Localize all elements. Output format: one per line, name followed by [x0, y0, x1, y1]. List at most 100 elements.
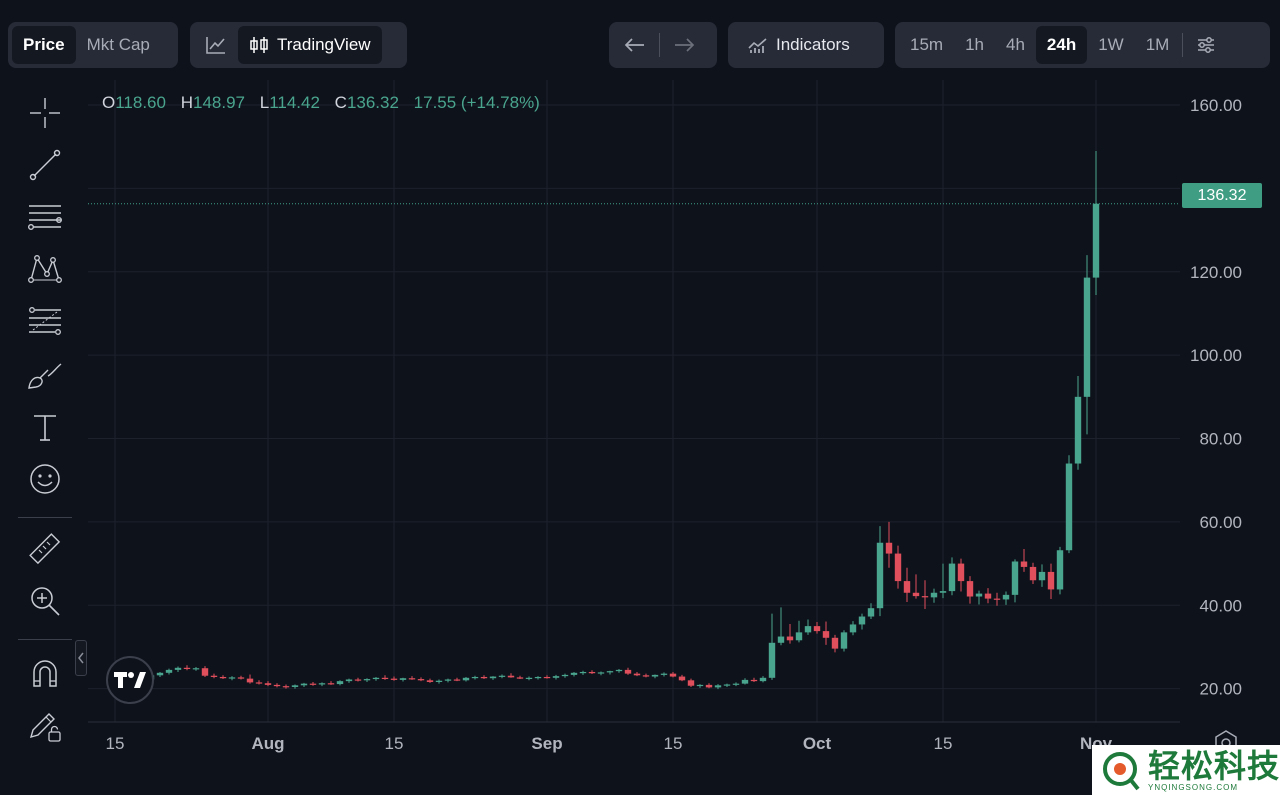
candle-body: [804, 626, 812, 633]
tab-tradingview[interactable]: TradingView: [238, 26, 382, 64]
candle-body: [273, 684, 281, 687]
y-tick-label: 20.00: [1199, 680, 1242, 699]
candle-body: [309, 683, 317, 685]
magnet-tool[interactable]: [24, 654, 66, 696]
magnet-icon: [28, 656, 62, 695]
open-value: 118.60: [115, 93, 166, 112]
candle-body: [615, 669, 623, 672]
candle-body: [948, 563, 956, 592]
candle-body: [363, 679, 371, 681]
candle-body: [255, 682, 263, 684]
candle-body: [525, 677, 533, 680]
interval-1m[interactable]: 1M: [1145, 35, 1170, 54]
back-button[interactable]: [613, 26, 657, 64]
candle-body: [876, 542, 884, 609]
tab-mkt-cap[interactable]: Mkt Cap: [86, 35, 150, 54]
collapse-toolbar-button[interactable]: [75, 640, 87, 676]
candles: [111, 150, 1100, 690]
sliders-icon: [1196, 36, 1216, 54]
low-value: 114.42: [269, 93, 320, 112]
interval-24h[interactable]: 24h: [1035, 26, 1088, 64]
candle-body: [642, 675, 650, 677]
candle-body: [669, 673, 677, 677]
candle-body: [813, 626, 821, 632]
candle-body: [1065, 463, 1073, 551]
pattern-tool[interactable]: [24, 250, 66, 292]
candle-body: [444, 679, 452, 681]
brush-tool[interactable]: [24, 356, 66, 398]
candle-body: [471, 676, 479, 679]
arrow-right-icon: [673, 37, 695, 53]
x-axis: 15 Aug 15 Sep 15 Oct 15 Nov: [106, 734, 1113, 753]
candle-body: [507, 675, 515, 678]
text-tool[interactable]: [24, 408, 66, 450]
high-key: H: [180, 93, 193, 112]
forward-button[interactable]: [662, 26, 706, 64]
x-tick-label: 15: [385, 734, 404, 753]
indicators-button[interactable]: Indicators: [732, 26, 861, 64]
candle-body: [732, 683, 740, 685]
fib-tool[interactable]: [24, 302, 66, 344]
zoom-in-tool[interactable]: [24, 582, 66, 624]
arrow-left-icon: [624, 37, 646, 53]
ruler-tool[interactable]: [24, 530, 66, 572]
crosshair-tool[interactable]: [24, 94, 66, 136]
change-value: 17.55 (+14.78%): [413, 93, 540, 112]
horizontal-lines-icon: [27, 200, 63, 239]
tab-price[interactable]: Price: [12, 26, 76, 64]
toolbar-separator: [18, 639, 72, 640]
candle-body: [561, 674, 569, 677]
x-tick-label: Oct: [803, 734, 832, 753]
y-tick-label: 60.00: [1199, 513, 1242, 532]
candle-body: [498, 675, 506, 677]
interval-1h[interactable]: 1h: [965, 35, 984, 54]
tab-line-chart[interactable]: [194, 26, 238, 64]
chart-type-group: TradingView: [190, 22, 407, 68]
candle-body: [228, 677, 236, 679]
candle-body: [489, 676, 497, 679]
candle-body: [345, 679, 353, 682]
brush-icon: [26, 358, 64, 397]
candle-body: [1038, 571, 1046, 581]
interval-divider: [1182, 33, 1184, 57]
drawing-toolbar: [0, 88, 90, 795]
candle-body: [174, 667, 182, 670]
candle-body: [390, 678, 398, 680]
trend-line-tool[interactable]: [24, 146, 66, 188]
candle-body: [516, 677, 524, 679]
x-tick-label: Sep: [531, 734, 562, 753]
y-tick-label: 160.00: [1190, 96, 1242, 115]
candle-body: [795, 632, 803, 641]
candle-body: [1011, 561, 1019, 595]
candle-body: [957, 563, 965, 582]
y-tick-label: 80.00: [1199, 430, 1242, 449]
candle-body: [894, 553, 902, 582]
tradingview-logo[interactable]: [106, 656, 154, 704]
candle-body: [552, 676, 560, 678]
lock-drawing-tool[interactable]: [24, 706, 66, 748]
chart-settings-button[interactable]: [1185, 26, 1227, 64]
candle-body: [381, 677, 389, 680]
fib-icon: [27, 304, 63, 343]
candle-body: [336, 681, 344, 685]
watermark-logo-icon: [1100, 749, 1142, 791]
candle-body: [768, 642, 776, 678]
candle-body: [759, 677, 767, 682]
candle-body: [975, 593, 983, 597]
horizontal-lines-tool[interactable]: [24, 198, 66, 240]
candle-body: [399, 678, 407, 680]
candle-body: [597, 672, 605, 674]
candle-body: [1047, 571, 1055, 590]
candle-body: [696, 684, 704, 687]
candle-body: [966, 581, 974, 597]
interval-15m[interactable]: 15m: [910, 35, 944, 54]
candlestick-chart[interactable]: 20.0040.0060.0080.00100.00120.00140.0016…: [88, 80, 1280, 760]
interval-1w[interactable]: 1W: [1098, 35, 1124, 54]
candle-body: [912, 592, 920, 597]
tradingview-logo-icon: [113, 670, 147, 690]
last-price-badge: 136.32: [1182, 183, 1262, 208]
chevron-left-icon: [77, 652, 85, 664]
zoom-in-icon: [28, 584, 62, 623]
emoji-tool[interactable]: [24, 460, 66, 502]
interval-4h[interactable]: 4h: [1006, 35, 1025, 54]
